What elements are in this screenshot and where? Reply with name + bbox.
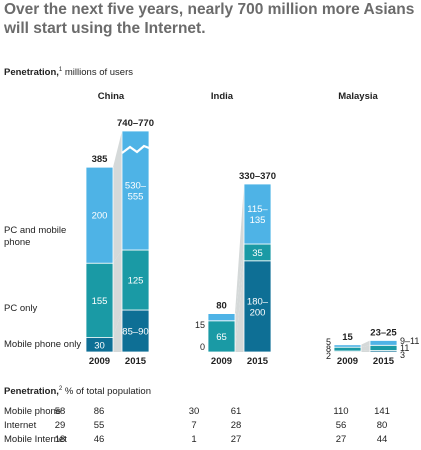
connector-band xyxy=(361,345,370,352)
chart-subtitle: Penetration,1 millions of users xyxy=(4,67,133,78)
bar-segment xyxy=(207,313,236,322)
bar-segment xyxy=(243,183,272,245)
segment-label: 11 xyxy=(400,343,409,353)
segment-label: 30 xyxy=(94,340,105,351)
table-cell: 80 xyxy=(376,420,388,431)
x-tick-label: 2015 xyxy=(373,356,395,367)
table-cell: 7 xyxy=(191,420,197,431)
total-label: 385 xyxy=(92,154,109,165)
connector-band xyxy=(113,310,122,352)
table-cell: 18 xyxy=(54,434,66,445)
x-tick-label: 2015 xyxy=(125,356,147,367)
segment-label: 85–90 xyxy=(122,327,148,338)
bar-segment xyxy=(85,166,114,264)
table-row: Internet 29 55 7 28 56 80 xyxy=(4,420,417,433)
x-tick-label: 2009 xyxy=(211,356,232,367)
segment-label: 9–11 xyxy=(400,336,419,346)
stacked-bar-chart: 20093852015740–7703015520085–90125530–55… xyxy=(4,91,419,367)
segment-label: 8 xyxy=(326,344,331,354)
table-cell: 55 xyxy=(93,420,105,431)
total-label: 15 xyxy=(342,332,353,343)
table-row: Mobile Internet 18 46 1 27 27 44 xyxy=(4,434,417,447)
x-tick-label: 2009 xyxy=(337,356,358,367)
table-cell: 44 xyxy=(376,434,388,445)
table-cell: 141 xyxy=(374,406,390,417)
chart-group-title: China xyxy=(98,91,125,102)
table-row: Mobile phone 58 86 30 61 110 141 xyxy=(4,406,417,419)
segment-label: 180– xyxy=(247,296,269,307)
table-cell: 27 xyxy=(230,434,242,445)
table-cell: 28 xyxy=(230,420,242,431)
segment-category-label: PC only xyxy=(4,303,38,314)
table-cell: 27 xyxy=(335,434,347,445)
table-row-label: Mobile Internet xyxy=(4,434,67,445)
segment-label: 65 xyxy=(216,332,227,343)
x-tick-label: 2015 xyxy=(247,356,269,367)
bar-segment xyxy=(207,320,236,353)
total-label: 23–25 xyxy=(370,327,397,338)
segment-label: 155 xyxy=(92,296,108,307)
segment-label: 200 xyxy=(250,307,266,318)
table-cell: 46 xyxy=(93,434,105,445)
table-row-label: Internet xyxy=(4,420,37,431)
table-cell: 58 xyxy=(54,406,66,417)
bar-segment xyxy=(333,346,362,352)
subtitle-bold: Penetration, xyxy=(4,67,59,79)
connector-band xyxy=(113,250,122,338)
table-title-unit: % of total population xyxy=(64,386,151,398)
subtitle-footnote: 1 xyxy=(58,67,63,73)
table-title-bold: Penetration, xyxy=(4,386,59,398)
table-cell: 61 xyxy=(230,406,242,417)
connector-band xyxy=(361,350,370,352)
table-cell: 1 xyxy=(191,434,197,445)
bar-segment xyxy=(85,262,114,339)
subtitle-unit: millions of users xyxy=(64,67,133,79)
connector-band xyxy=(113,131,122,264)
segment-label: 5 xyxy=(326,337,331,347)
table-cell: 110 xyxy=(333,406,349,417)
table-cell: 86 xyxy=(93,406,105,417)
table-cell: 56 xyxy=(335,420,347,431)
bar-segment xyxy=(333,344,362,348)
bar-segment xyxy=(369,340,398,346)
segment-label: 2 xyxy=(326,351,331,361)
total-label: 740–770 xyxy=(117,118,154,129)
total-label: 80 xyxy=(216,301,227,312)
segment-category-label: phone xyxy=(4,237,30,248)
table-title-footnote: 2 xyxy=(58,386,63,392)
segment-label: 125 xyxy=(128,276,144,287)
segment-label: 15 xyxy=(195,320,205,330)
connector-band xyxy=(235,184,244,321)
total-label: 330–370 xyxy=(239,171,276,182)
segment-label: 135 xyxy=(250,215,266,226)
segment-label: 0 xyxy=(200,342,205,352)
bar-segment xyxy=(243,260,272,353)
table-title: Penetration,2 % of total population xyxy=(4,386,151,397)
table-row-label: Mobile phone xyxy=(4,406,62,417)
segment-label: 200 xyxy=(92,211,108,222)
segment-label: 115– xyxy=(247,204,268,215)
segment-category-label: PC and mobile xyxy=(4,225,66,236)
x-tick-label: 2009 xyxy=(89,356,110,367)
bar-segment xyxy=(121,249,150,311)
segment-label: 3 xyxy=(400,350,405,360)
segment-label: 555 xyxy=(128,192,144,203)
segment-category-label: Mobile phone only xyxy=(4,339,81,350)
chart-title: Over the next five years, nearly 700 mil… xyxy=(4,1,415,37)
chart-group-title: Malaysia xyxy=(338,91,378,102)
table-cell: 29 xyxy=(54,420,66,431)
connector-band xyxy=(361,340,370,348)
table-cell: 30 xyxy=(188,406,200,417)
chart-group-title: India xyxy=(211,91,234,102)
axis-break-mark xyxy=(121,144,150,154)
segment-label: 530– xyxy=(125,181,147,192)
connector-band xyxy=(235,244,244,352)
bar-segment xyxy=(369,344,398,351)
segment-label: 35 xyxy=(252,248,263,259)
